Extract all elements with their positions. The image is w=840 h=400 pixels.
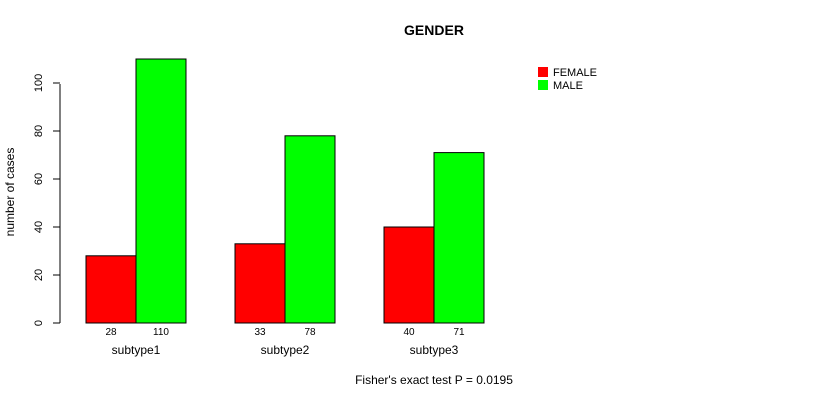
y-tick-label: 0 [33,320,45,326]
y-tick-label: 80 [33,125,45,137]
y-tick-label: 60 [33,173,45,185]
category-label: subtype1 [112,343,161,357]
bar-male-subtype3 [433,152,485,324]
y-axis: 0 20 40 60 80 100 [33,74,61,326]
bar-female-subtype1 [85,255,137,324]
bar-value-label: 78 [304,327,316,338]
bar-male-subtype2 [284,135,336,324]
legend-label-male: MALE [553,80,583,92]
chart-title: GENDER [404,22,464,38]
y-axis-label: number of cases [3,148,17,237]
y-tick-label: 20 [33,269,45,281]
y-tick-label: 40 [33,221,45,233]
bar-value-label: 33 [254,327,266,338]
legend-label-female: FEMALE [553,67,597,79]
bar-value-label: 40 [403,327,415,338]
bar-female-subtype3 [383,226,435,324]
bar-value-label: 71 [453,327,465,338]
category-label: subtype3 [410,343,459,357]
bar-male-subtype1 [135,58,187,324]
category-label: subtype2 [261,343,310,357]
bar-value-label: 28 [105,327,117,338]
legend-swatch-male [538,80,548,90]
bars-group: 28 110 subtype1 33 78 subtype2 40 71 subtype3 [85,58,485,357]
bar-value-label: 110 [153,327,169,338]
y-tick-label: 100 [33,74,45,92]
bar-female-subtype2 [234,243,286,324]
x-axis-label: Fisher's exact test P = 0.0195 [355,373,513,387]
legend-swatch-female [538,67,548,77]
